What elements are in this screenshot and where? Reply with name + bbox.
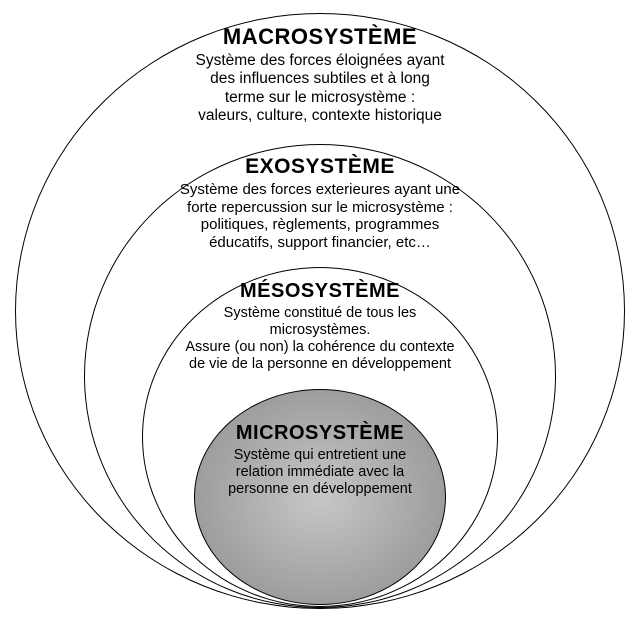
title-macro: MACROSYSTÈME [120, 24, 520, 50]
diagram-stage: MACROSYSTÈME Système des forces éloignée… [0, 0, 640, 622]
label-micro: MICROSYSTÈME Système qui entretient une … [190, 422, 450, 498]
desc-macro: Système des forces éloignées ayant des i… [120, 52, 520, 125]
label-macro: MACROSYSTÈME Système des forces éloignée… [120, 24, 520, 125]
label-meso: MÉSOSYSTÈME Système constitué de tous le… [140, 280, 500, 373]
label-exo: EXOSYSTÈME Système des forces exterieure… [120, 155, 520, 252]
desc-exo: Système des forces exterieures ayant une… [120, 181, 520, 252]
title-micro: MICROSYSTÈME [190, 422, 450, 445]
desc-micro: Système qui entretient une relation immé… [190, 447, 450, 498]
desc-meso: Système constitué de tous les microsystè… [140, 305, 500, 373]
title-exo: EXOSYSTÈME [120, 155, 520, 179]
title-meso: MÉSOSYSTÈME [140, 280, 500, 303]
